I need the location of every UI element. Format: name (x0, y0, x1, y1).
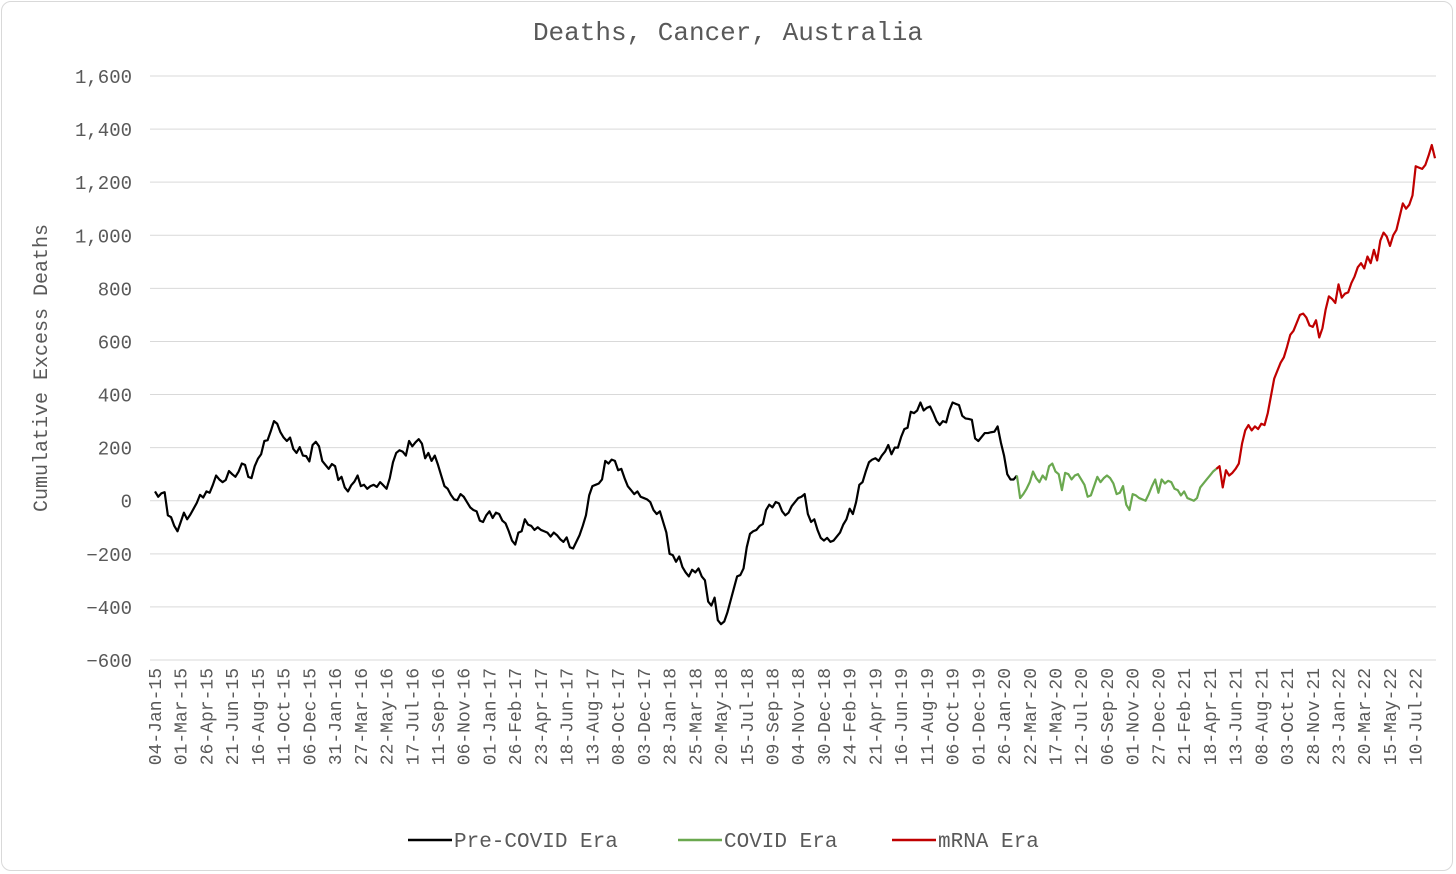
x-tick-label: 21-Apr-19 (867, 668, 887, 765)
x-tick-label: 17-May-20 (1048, 668, 1068, 765)
x-tick-label: 24-Feb-19 (842, 668, 862, 765)
x-tick-label: 06-Dec-15 (301, 668, 321, 765)
y-tick-label: 200 (98, 439, 132, 461)
y-tick-label: 600 (98, 332, 132, 354)
x-tick-label: 21-Jun-15 (224, 668, 244, 765)
y-axis-label: Cumulative Excess Deaths (31, 224, 54, 512)
y-tick-label: 1,200 (75, 173, 132, 195)
legend-label: Pre-COVID Era (454, 831, 618, 854)
x-tick-label: 01-Dec-19 (970, 668, 990, 765)
x-tick-label: 23-Jan-22 (1331, 668, 1351, 765)
x-tick-label: 04-Nov-18 (790, 668, 810, 765)
x-tick-label: 20-Mar-22 (1356, 668, 1376, 765)
legend-label: mRNA Era (938, 831, 1039, 854)
x-tick-label: 13-Jun-21 (1228, 668, 1248, 765)
x-tick-label: 22-May-16 (379, 668, 399, 765)
x-tick-label: 13-Aug-17 (584, 668, 604, 765)
x-tick-label: 15-Jul-18 (739, 668, 759, 765)
x-tick-label: 08-Oct-17 (610, 668, 630, 765)
y-tick-label: 1,600 (75, 67, 132, 89)
x-tick-label: 09-Sep-18 (764, 668, 784, 765)
series-line-1 (154, 401, 1018, 626)
y-tick-label: 800 (98, 279, 132, 301)
y-axis-ticks: −600 −400 −200 0 200 400 600 800 1,000 1,200 1,400… (75, 67, 132, 673)
x-tick-label: 12-Jul-20 (1073, 668, 1093, 765)
x-tick-label: 11-Aug-19 (919, 668, 939, 765)
x-tick-label: 27-Dec-20 (1150, 668, 1170, 765)
y-tick-label: 0 (121, 492, 132, 514)
x-tick-label: 15-May-22 (1382, 668, 1402, 765)
x-tick-label: 03-Dec-17 (636, 668, 656, 765)
chart-title: Deaths, Cancer, Australia (533, 18, 923, 48)
x-tick-label: 30-Dec-18 (816, 668, 836, 765)
x-tick-label: 26-Feb-17 (507, 668, 527, 765)
x-tick-label: 06-Sep-20 (1099, 668, 1119, 765)
y-tick-label: 1,000 (75, 226, 132, 248)
x-tick-label: 11-Oct-15 (276, 668, 296, 765)
series-lines (154, 143, 1437, 626)
legend-label: COVID Era (724, 831, 837, 854)
x-tick-label: 01-Mar-15 (173, 668, 193, 765)
gridlines (150, 75, 1436, 661)
x-tick-label: 11-Sep-16 (430, 668, 450, 765)
x-tick-label: 01-Nov-20 (1125, 668, 1145, 765)
x-tick-label: 26-Apr-15 (198, 668, 218, 765)
x-tick-label: 01-Jan-17 (481, 668, 501, 765)
x-tick-label: 25-Mar-18 (687, 668, 707, 765)
x-tick-label: 23-Apr-17 (533, 668, 553, 765)
x-tick-label: 10-Jul-22 (1408, 668, 1428, 765)
legend: Pre-COVID Era COVID Era mRNA Era (408, 831, 1039, 854)
x-tick-label: 18-Apr-21 (1202, 668, 1222, 765)
x-tick-label: 16-Aug-15 (250, 668, 270, 765)
x-tick-label: 16-Jun-19 (893, 668, 913, 765)
x-tick-label: 27-Mar-16 (353, 668, 373, 765)
x-tick-label: 28-Jan-18 (662, 668, 682, 765)
x-tick-label: 22-Mar-20 (1022, 668, 1042, 765)
x-axis-ticks: 04-Jan-15 01-Mar-15 26-Apr-15 21-Jun-15 16-A… (147, 668, 1428, 765)
y-tick-label: −200 (86, 545, 132, 567)
x-tick-label: 08-Aug-21 (1253, 668, 1273, 765)
x-tick-label: 28-Nov-21 (1305, 668, 1325, 765)
x-tick-label: 18-Jun-17 (559, 668, 579, 765)
x-tick-label: 06-Nov-16 (456, 668, 476, 765)
x-tick-label: 17-Jul-16 (404, 668, 424, 765)
y-tick-label: 1,400 (75, 120, 132, 142)
series-line-2 (1015, 462, 1218, 512)
x-tick-label: 26-Jan-20 (996, 668, 1016, 765)
x-tick-label: 03-Oct-21 (1279, 668, 1299, 765)
y-tick-label: 400 (98, 386, 132, 408)
x-tick-label: 21-Feb-21 (1176, 668, 1196, 765)
x-tick-label: 04-Jan-15 (147, 668, 167, 765)
x-tick-label: 20-May-18 (713, 668, 733, 765)
x-tick-label: 06-Oct-19 (945, 668, 965, 765)
series-line-3 (1215, 143, 1437, 489)
y-tick-label: −400 (86, 598, 132, 620)
x-tick-label: 31-Jan-16 (327, 668, 347, 765)
y-tick-label: −600 (86, 651, 132, 673)
